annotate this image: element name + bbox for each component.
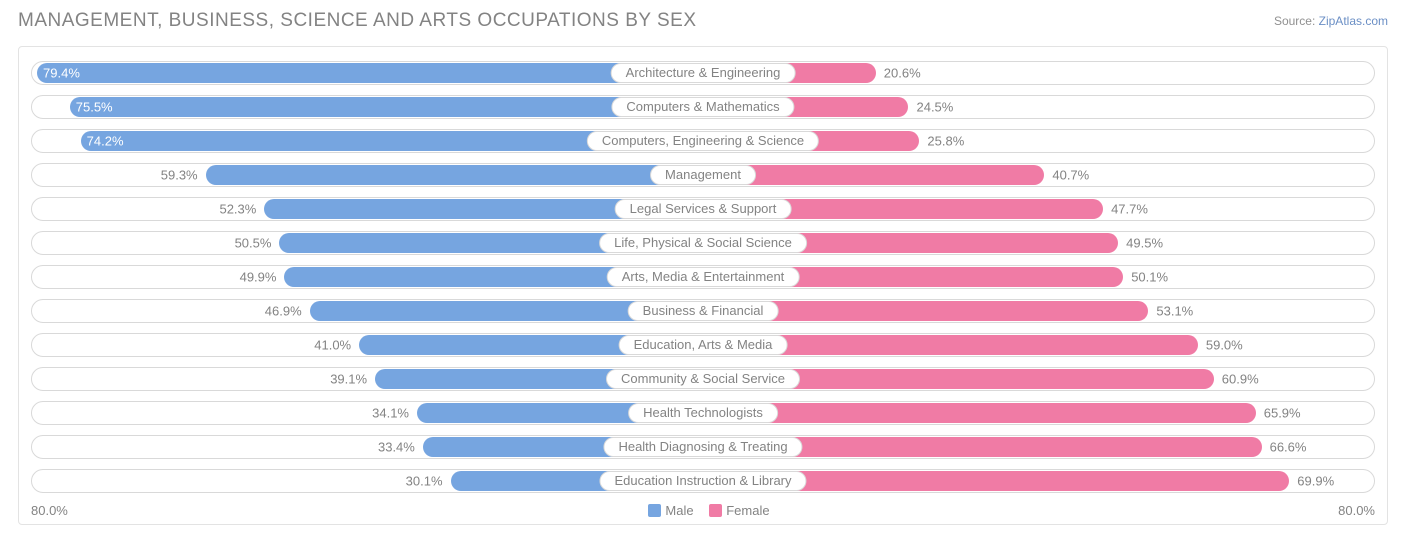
legend: Male Female xyxy=(68,503,1338,518)
value-male: 74.2% xyxy=(87,134,124,149)
rows-container: 79.4% 20.6% Architecture & Engineering 75.5… xyxy=(23,61,1383,493)
chart-row: 59.3% 40.7% Management xyxy=(31,163,1375,187)
legend-swatch-female xyxy=(709,504,722,517)
value-female: 60.9% xyxy=(1214,372,1259,387)
value-male: 41.0% xyxy=(314,338,359,353)
chart-area: 79.4% 20.6% Architecture & Engineering 75.5… xyxy=(18,46,1388,525)
value-male: 34.1% xyxy=(372,406,417,421)
category-label: Legal Services & Support xyxy=(615,199,792,219)
value-female: 49.5% xyxy=(1118,236,1163,251)
value-male: 49.9% xyxy=(240,270,285,285)
value-male: 59.3% xyxy=(161,168,206,183)
value-male: 46.9% xyxy=(265,304,310,319)
source-link[interactable]: ZipAtlas.com xyxy=(1319,14,1388,28)
legend-swatch-male xyxy=(648,504,661,517)
category-label: Computers, Engineering & Science xyxy=(587,131,819,151)
value-female: 47.7% xyxy=(1103,202,1148,217)
chart-row: 79.4% 20.6% Architecture & Engineering xyxy=(31,61,1375,85)
value-male: 79.4% xyxy=(43,66,80,81)
value-female: 59.0% xyxy=(1198,338,1243,353)
value-male: 52.3% xyxy=(219,202,264,217)
axis-left-label: 80.0% xyxy=(31,503,68,518)
value-female: 66.6% xyxy=(1262,440,1307,455)
value-male: 50.5% xyxy=(235,236,280,251)
chart-row: 75.5% 24.5% Computers & Mathematics xyxy=(31,95,1375,119)
chart-row: 52.3% 47.7% Legal Services & Support xyxy=(31,197,1375,221)
chart-row: 74.2% 25.8% Computers, Engineering & Scien… xyxy=(31,129,1375,153)
chart-row: 41.0% 59.0% Education, Arts & Media xyxy=(31,333,1375,357)
value-female: 50.1% xyxy=(1123,270,1168,285)
category-label: Business & Financial xyxy=(628,301,779,321)
chart-footer: 80.0% Male Female 80.0% xyxy=(31,503,1375,518)
category-label: Health Technologists xyxy=(628,403,778,423)
category-label: Community & Social Service xyxy=(606,369,800,389)
chart-row: 49.9% 50.1% Arts, Media & Entertainment xyxy=(31,265,1375,289)
chart-title: MANAGEMENT, BUSINESS, SCIENCE AND ARTS O… xyxy=(18,10,697,32)
category-label: Computers & Mathematics xyxy=(611,97,794,117)
category-label: Education, Arts & Media xyxy=(619,335,788,355)
chart-header: MANAGEMENT, BUSINESS, SCIENCE AND ARTS O… xyxy=(18,10,1388,32)
value-female: 20.6% xyxy=(876,66,921,81)
value-female: 69.9% xyxy=(1289,474,1334,489)
value-female: 65.9% xyxy=(1256,406,1301,421)
value-female: 53.1% xyxy=(1148,304,1193,319)
value-male: 75.5% xyxy=(76,100,113,115)
category-label: Management xyxy=(650,165,756,185)
category-label: Health Diagnosing & Treating xyxy=(603,437,802,457)
legend-male-label: Male xyxy=(665,503,693,518)
value-male: 33.4% xyxy=(378,440,423,455)
value-female: 24.5% xyxy=(908,100,953,115)
chart-row: 46.9% 53.1% Business & Financial xyxy=(31,299,1375,323)
chart-row: 39.1% 60.9% Community & Social Service xyxy=(31,367,1375,391)
chart-source: Source: ZipAtlas.com xyxy=(1274,14,1388,28)
category-label: Arts, Media & Entertainment xyxy=(607,267,800,287)
category-label: Architecture & Engineering xyxy=(611,63,796,83)
value-male: 39.1% xyxy=(330,372,375,387)
axis-right-label: 80.0% xyxy=(1338,503,1375,518)
chart-row: 33.4% 66.6% Health Diagnosing & Treating xyxy=(31,435,1375,459)
category-label: Life, Physical & Social Science xyxy=(599,233,807,253)
value-female: 25.8% xyxy=(919,134,964,149)
value-female: 40.7% xyxy=(1044,168,1089,183)
legend-female-label: Female xyxy=(726,503,769,518)
chart-row: 34.1% 65.9% Health Technologists xyxy=(31,401,1375,425)
value-male: 30.1% xyxy=(406,474,451,489)
chart-row: 30.1% 69.9% Education Instruction & Librar… xyxy=(31,469,1375,493)
category-label: Education Instruction & Library xyxy=(599,471,806,491)
source-prefix: Source: xyxy=(1274,14,1319,28)
chart-row: 50.5% 49.5% Life, Physical & Social Scienc… xyxy=(31,231,1375,255)
